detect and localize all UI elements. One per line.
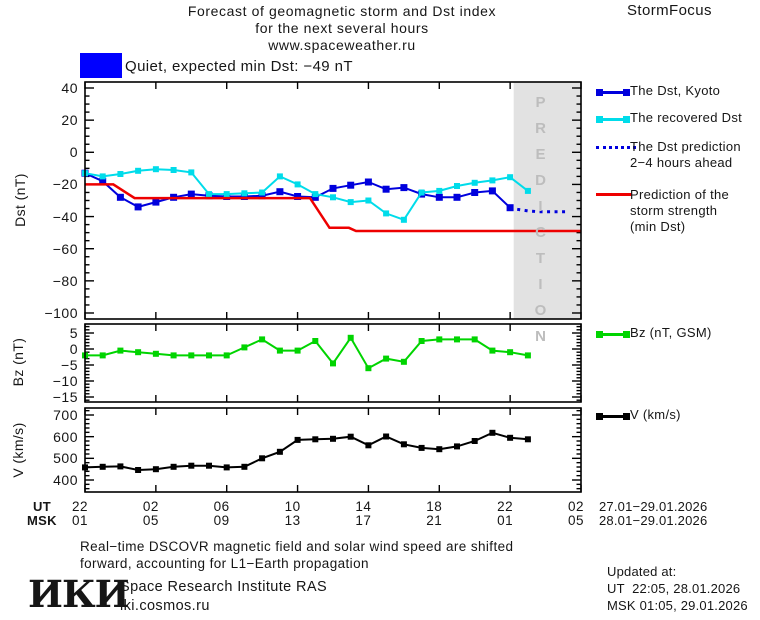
updated-ut: UT 22:05, 28.01.2026 <box>607 581 741 596</box>
footer-note-line-1: Real−time DSCOVR magnetic field and sola… <box>80 539 514 554</box>
msk-row-label: MSK <box>27 513 57 528</box>
y-tick-label: 400 <box>53 472 78 488</box>
v-axis-title: V (km/s) <box>10 422 26 478</box>
y-tick-label: 700 <box>53 407 78 423</box>
legend-storm-strength-label: Prediction of the storm strength (min Ds… <box>630 187 730 234</box>
legend-recovered-swatch <box>596 115 630 123</box>
website-link: iki.cosmos.ru <box>120 598 210 614</box>
y-tick-label: 20 <box>61 112 78 129</box>
x-tick-label-msk: 17 <box>355 513 372 528</box>
legend-prediction-label: The Dst prediction 2−4 hours ahead <box>630 139 741 170</box>
legend-v-swatch <box>596 412 630 420</box>
legend-dst-kyoto-swatch <box>596 88 630 96</box>
bz-axis-title: Bz (nT) <box>10 337 26 387</box>
page-title-line-1: Forecast of geomagnetic storm and Dst in… <box>187 3 497 19</box>
iki-logo: ИКИ <box>28 572 130 616</box>
y-tick-label: 0 <box>69 144 78 161</box>
legend-storm-strength-swatch <box>596 193 632 196</box>
y-tick-label: −60 <box>52 240 78 257</box>
footer-note-line-2: forward, accounting for L1−Earth propaga… <box>80 556 369 571</box>
storm-level-swatch <box>80 53 122 78</box>
y-tick-label: −80 <box>52 272 78 289</box>
legend-dst-kyoto-label: The Dst, Kyoto <box>630 83 721 98</box>
x-tick-label-msk: 01 <box>497 513 514 528</box>
updated-label: Updated at: <box>607 564 677 579</box>
y-tick-label: 500 <box>53 450 78 467</box>
ut-row-label: UT <box>33 499 51 514</box>
legend-bz-label: Bz (nT, GSM) <box>630 325 712 340</box>
y-tick-label: −100 <box>44 305 78 321</box>
legend-recovered-label: The recovered Dst <box>630 110 743 125</box>
x-tick-label-ut: 02 <box>142 499 159 514</box>
x-tick-label-msk: 13 <box>284 513 301 528</box>
legend-bz-swatch <box>596 330 630 338</box>
y-tick-label: −15 <box>52 389 78 405</box>
storm-level-label: Quiet, expected min Dst: −49 nT <box>125 58 353 75</box>
x-tick-label-ut: 22 <box>497 499 514 514</box>
x-tick-label-ut: 10 <box>284 499 301 514</box>
x-tick-label-ut: 18 <box>426 499 443 514</box>
legend-prediction-swatch <box>596 146 636 149</box>
x-tick-label-ut: 14 <box>355 499 372 514</box>
legend-v-label: V (km/s) <box>630 407 681 422</box>
y-tick-label: −10 <box>52 373 78 389</box>
y-tick-label: −40 <box>52 208 78 225</box>
brand-label: StormFocus <box>627 2 712 19</box>
page-title-line-3: www.spaceweather.ru <box>268 37 416 53</box>
x-tick-label-msk: 05 <box>567 513 585 528</box>
institute-name: Space Research Institute RAS <box>120 579 328 595</box>
y-tick-label: 600 <box>53 428 78 445</box>
x-tick-label-ut: 02 <box>567 499 585 514</box>
page-title-line-2: for the next several hours <box>255 20 429 36</box>
x-tick-label-msk: 21 <box>426 513 443 528</box>
x-tick-label-msk: 09 <box>213 513 230 528</box>
y-tick-label: 40 <box>61 80 78 96</box>
x-tick-label-ut: 22 <box>71 499 89 514</box>
y-tick-label: −5 <box>61 357 78 373</box>
dst-axis-title: Dst (nT) <box>12 173 28 227</box>
prediction-watermark: PREDICTION <box>532 94 549 354</box>
x-tick-label-ut: 06 <box>213 499 230 514</box>
ut-date-range: 27.01−29.01.2026 <box>599 499 708 514</box>
msk-date-range: 28.01−29.01.2026 <box>599 513 708 528</box>
y-tick-label: 5 <box>69 325 78 341</box>
x-tick-label-msk: 05 <box>142 513 159 528</box>
y-tick-label: −20 <box>52 176 78 193</box>
x-tick-label-msk: 01 <box>71 513 89 528</box>
y-tick-label: 0 <box>69 341 78 357</box>
updated-msk: MSK 01:05, 29.01.2026 <box>607 598 748 613</box>
